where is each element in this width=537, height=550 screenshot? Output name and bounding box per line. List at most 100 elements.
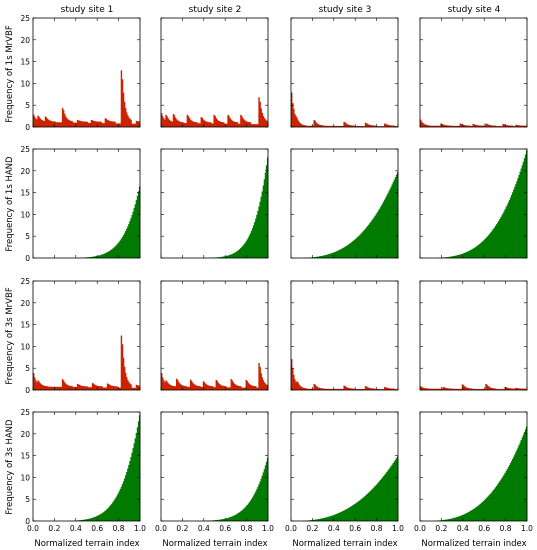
histogram-bar [354,504,356,521]
histogram-bar [294,379,296,390]
histogram-bar [456,517,458,521]
histogram-bar [132,387,134,390]
histogram-bar [353,240,355,258]
histogram-bar [44,386,47,390]
histogram-bar [349,125,352,127]
histogram-bar [341,511,343,521]
histogram-bar [505,387,508,390]
histogram-bar [455,388,457,390]
histogram-bar [52,386,54,390]
histogram-bar [131,387,133,390]
histogram-bar [319,124,322,127]
histogram-bar [320,518,323,521]
histogram-bar [351,125,354,127]
histogram-bar [452,518,454,521]
y-tick-label: 20 [20,36,30,45]
histogram-bar [229,254,231,258]
histogram-bar [441,123,443,127]
histogram-bar [104,253,107,258]
panel-r4-c2: 0.0 0.2 0.4 0.6 0.8 1.0 [155,411,274,533]
histogram-bar [502,213,504,258]
histogram-bar [358,500,360,521]
histogram-bar [70,120,72,127]
histogram-bar [503,124,505,127]
histogram-bar [294,114,296,127]
histogram-bar [59,122,62,127]
histogram-bar [509,463,512,521]
histogram-bar [472,248,474,258]
histogram-bar [242,118,244,127]
histogram-bar [52,121,54,127]
histogram-bar [509,125,512,127]
histogram-bar [265,384,268,390]
histogram-bar [245,379,247,390]
histogram-bar [507,125,510,127]
x-tick-label: 0.0 [155,524,167,533]
y-tick-label: 5 [25,101,30,110]
histogram-bar [263,179,266,258]
histogram-bar [488,124,490,127]
histogram-bar [298,121,300,127]
histogram-bar [471,510,473,521]
histogram-bar [466,252,468,258]
histogram-bar [253,495,255,521]
histogram-bar [300,123,303,127]
histogram-bar [505,125,508,127]
histogram-bar [133,123,135,127]
histogram-bar [95,121,97,127]
histogram-bar [114,386,116,390]
histogram-bar [445,257,448,258]
histogram-bar [354,126,356,127]
histogram-bar [65,116,67,127]
histogram-bar [81,121,83,127]
histogram-bar [365,494,368,521]
histogram-bar [499,481,501,521]
histogram-bar [304,125,307,127]
histogram-bar [179,383,181,390]
histogram-bar [216,519,219,521]
histogram-bar [459,123,462,127]
histogram-bar [163,380,165,390]
histogram-bar [95,385,97,390]
histogram-bar [107,507,110,521]
histogram-bar [229,118,231,127]
histogram-bar [182,122,184,127]
histogram-bar [173,115,176,127]
histogram-bar [95,256,97,258]
histogram-bar [303,125,306,127]
histogram-bar [130,119,132,127]
histogram-bar [100,386,102,390]
histogram-bar [87,518,89,521]
histogram-bar [90,256,93,258]
histogram-bar [458,125,460,127]
histogram-bar [369,223,371,258]
histogram-bar [216,119,219,127]
histogram-bar [480,388,483,390]
histogram-bar [342,388,344,390]
histogram-bar [161,373,163,390]
histogram-bar [47,386,50,390]
histogram-bar [355,389,357,390]
histogram-bar [224,123,226,127]
histogram-bar [372,388,374,390]
histogram-bar [102,387,104,390]
histogram-bar [227,114,229,127]
histogram-bar [343,510,345,521]
histogram-bar [223,518,225,521]
histogram-bar [90,387,93,390]
histogram-bar [168,119,170,127]
histogram-bar [134,438,137,521]
histogram-bar [353,125,355,127]
histogram-bar [420,386,422,390]
histogram-bar [249,384,252,390]
histogram-bar [442,520,444,521]
histogram-bar [58,122,61,127]
column-titles: study site 1 study site 2 study site 3 s… [61,5,501,15]
histogram-bar [169,120,171,127]
y-tick-label: 10 [20,210,30,219]
histogram-bar [261,191,263,258]
histogram-bar [92,256,95,258]
histogram-bar [356,389,358,390]
histogram-bar [136,385,139,390]
histogram-bar [447,125,450,127]
